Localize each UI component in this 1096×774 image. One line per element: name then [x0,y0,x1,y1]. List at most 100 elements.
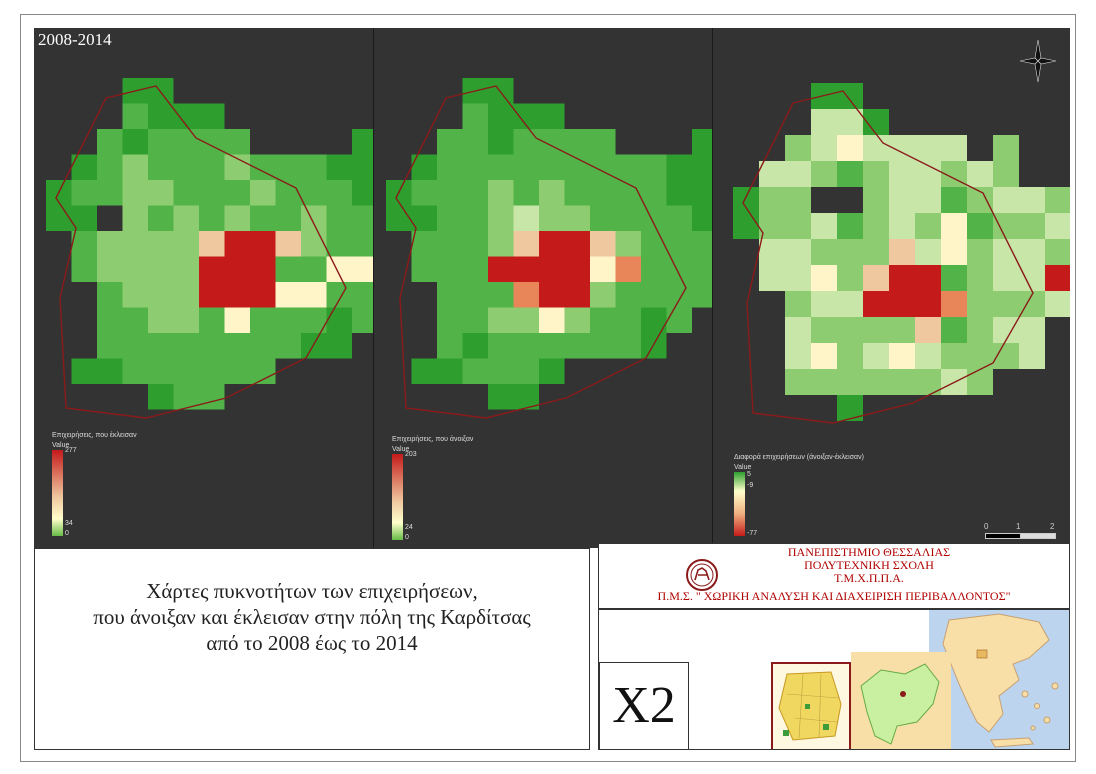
density-cell [326,154,352,180]
density-cell [590,282,616,308]
density-cell [539,256,565,282]
density-cell [411,231,437,257]
city-boundary [395,85,687,419]
density-cell [1019,343,1045,369]
legend-title: Επιχειρήσεις, που έκλεισαν [52,432,137,439]
title-line: Χάρτες πυκνοτήτων των επιχειρήσεων, [146,579,478,603]
density-cell [148,256,174,282]
density-cell [863,265,889,291]
density-cell [462,307,488,333]
density-cell [488,231,514,257]
density-cell [993,291,1019,317]
density-cell [224,307,250,333]
density-cell [199,154,225,180]
density-cell [967,369,993,395]
density-cell [692,129,712,155]
density-cell [148,358,174,384]
density-cell [941,291,967,317]
density-cell [863,343,889,369]
density-cell [837,161,863,187]
density-cell [837,317,863,343]
density-cell [462,180,488,206]
density-cell [590,333,616,359]
density-cell [641,205,667,231]
map-closed-businesses [46,78,373,419]
density-cell [915,213,941,239]
density-cell [785,291,811,317]
density-cell [199,307,225,333]
density-cell [941,187,967,213]
map-opened-businesses [386,78,712,419]
density-cell [590,231,616,257]
density-cell [967,161,993,187]
density-cell [915,317,941,343]
density-cell [785,161,811,187]
density-cell [173,205,199,231]
density-cell [352,231,373,257]
density-cell [811,109,837,135]
density-cell [173,180,199,206]
density-cell [889,291,915,317]
density-cell [837,135,863,161]
density-cell [915,291,941,317]
density-cell [224,180,250,206]
legend-min: -77 [747,530,758,537]
density-cell [71,358,97,384]
density-cell [275,307,301,333]
legend-ramp [52,450,63,536]
density-cell [199,358,225,384]
density-cell [915,187,941,213]
density-cell [301,231,327,257]
density-cell [352,307,373,333]
density-cell [173,154,199,180]
density-cell [488,384,514,410]
density-cell [488,103,514,129]
density-cell [250,231,276,257]
density-cell [122,103,148,129]
density-cell [411,180,437,206]
density-cell [759,161,785,187]
density-cell [462,103,488,129]
density-cell [352,205,373,231]
density-cell [352,154,373,180]
panel-divider [712,28,713,548]
density-cell [1019,187,1045,213]
density-cell [564,256,590,282]
university-logo-icon [686,559,718,591]
density-cell [199,384,225,410]
density-cell [71,231,97,257]
density-cell [488,358,514,384]
density-cell [148,103,174,129]
density-cell [97,282,123,308]
density-cell [224,358,250,384]
density-cell [863,369,889,395]
density-cell [224,333,250,359]
density-cell [993,265,1019,291]
map-code: X2 [599,662,689,749]
density-cell [488,333,514,359]
density-cell [122,180,148,206]
density-cell [437,129,463,155]
density-cell [411,256,437,282]
legend-zero: 0 [405,534,409,541]
legend-title: Επιχειρήσεις, που άνοιξαν [392,436,474,443]
density-cell [811,317,837,343]
scale-tick: 0 [984,522,989,531]
density-cell [837,109,863,135]
legend-zero: 0 [65,530,69,537]
density-cell [733,213,759,239]
density-cell [301,205,327,231]
density-cell [122,154,148,180]
density-cell [1045,187,1070,213]
density-cell [513,256,539,282]
density-cell [915,135,941,161]
density-cell [863,317,889,343]
density-cell [785,343,811,369]
density-cell [437,256,463,282]
density-cell [437,231,463,257]
density-cell [122,282,148,308]
density-cell [352,129,373,155]
density-cell [148,231,174,257]
legend-max: 277 [65,447,77,454]
density-cell [437,307,463,333]
